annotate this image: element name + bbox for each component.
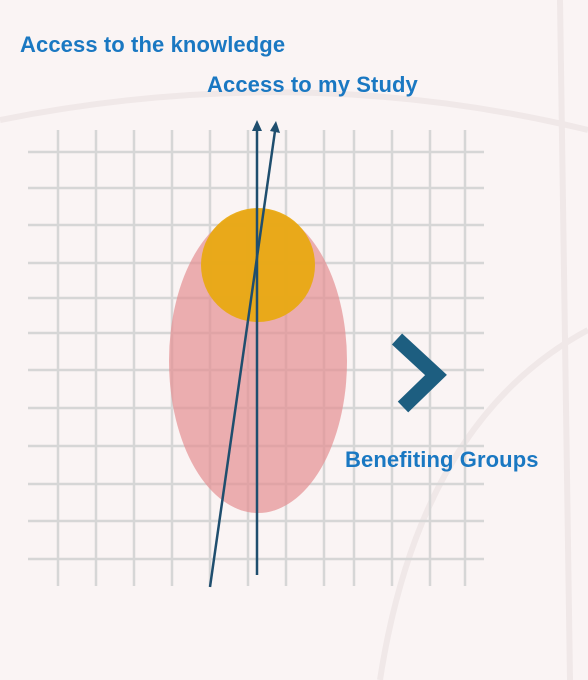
knowledge-arrow-line [208,130,277,588]
arrow-up-icon [252,120,262,131]
chevron-right-icon [391,333,447,413]
benefiting-groups-label: Benefiting Groups [345,447,539,472]
access-arrows [208,120,280,588]
access-to-study-label: Access to my Study [207,72,418,97]
arrow-up-icon [270,121,280,133]
access-to-knowledge-label: Access to the knowledge [20,32,286,57]
